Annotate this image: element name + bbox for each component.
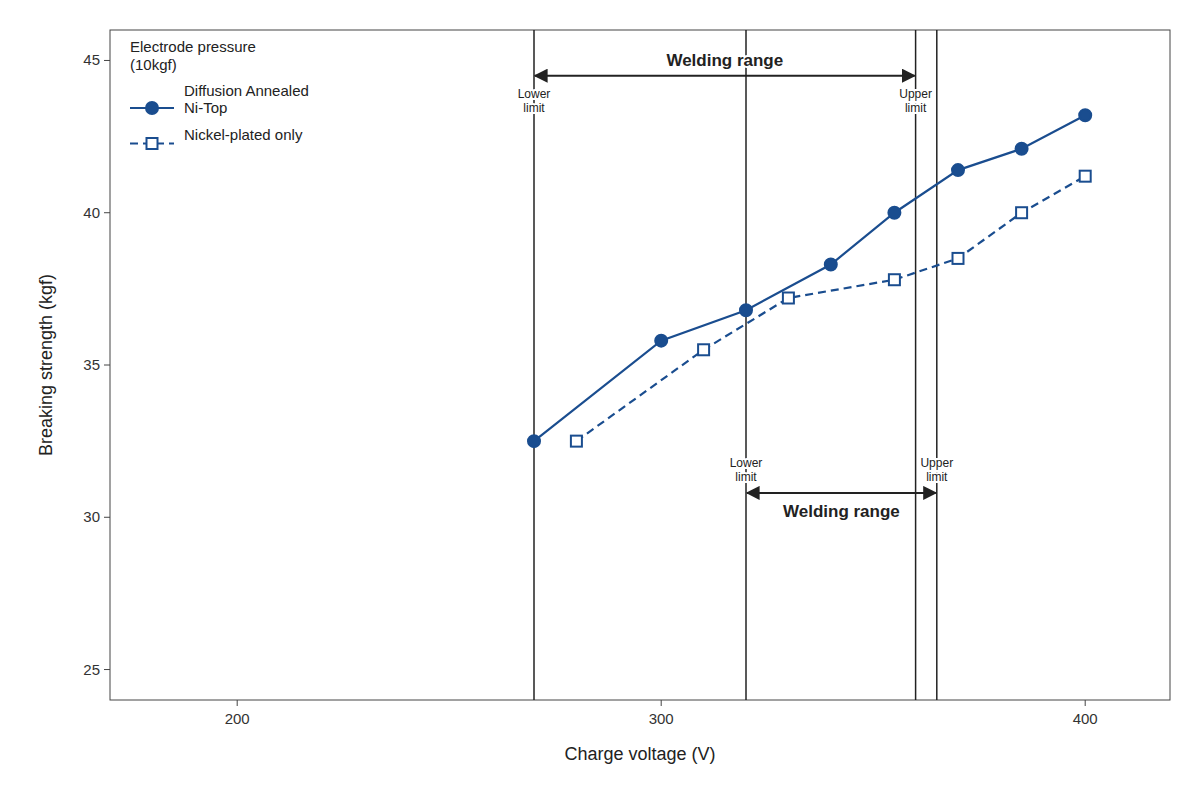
series-line bbox=[576, 176, 1085, 441]
point bbox=[1079, 109, 1091, 121]
series-line bbox=[534, 115, 1085, 441]
legend-entry: Diffusion AnnealedNi-Top bbox=[184, 82, 309, 116]
point bbox=[1016, 207, 1027, 218]
y-tick bbox=[104, 669, 110, 670]
y-tick bbox=[104, 60, 110, 61]
legend: Electrode pressure(10kgf) Diffusion Annea… bbox=[130, 38, 309, 149]
point bbox=[888, 207, 900, 219]
point bbox=[783, 293, 794, 304]
point bbox=[825, 259, 837, 271]
x-tick bbox=[1085, 700, 1086, 706]
range-label: Welding range bbox=[783, 502, 900, 521]
plot-frame bbox=[110, 30, 1170, 700]
annotation-texts: Welding range Lowerlimit Upperlimit Welding… bbox=[518, 51, 953, 521]
y-tick bbox=[104, 365, 110, 366]
point bbox=[571, 436, 582, 447]
point bbox=[698, 344, 709, 355]
x-tick-label: 400 bbox=[1073, 710, 1098, 727]
y-tick-label: 45 bbox=[83, 51, 100, 68]
legend-swatch-marker bbox=[146, 102, 158, 114]
limit-line bbox=[936, 30, 938, 700]
y-tick bbox=[104, 212, 110, 213]
annotations bbox=[534, 30, 937, 700]
point bbox=[889, 274, 900, 285]
limit-line bbox=[745, 30, 747, 700]
point bbox=[1016, 143, 1028, 155]
x-tick-label: 300 bbox=[649, 710, 674, 727]
legend-title: Electrode pressure(10kgf) bbox=[130, 38, 256, 73]
x-axis-label: Charge voltage (V) bbox=[564, 744, 715, 764]
series-group bbox=[528, 109, 1091, 447]
legend-swatch-marker bbox=[147, 138, 158, 149]
limit-line bbox=[915, 30, 917, 700]
y-axis-label: Breaking strength (kgf) bbox=[36, 274, 56, 456]
upper-limit-label: Upperlimit bbox=[899, 87, 932, 115]
range-arrow bbox=[747, 492, 936, 494]
point bbox=[740, 304, 752, 316]
point bbox=[528, 435, 540, 447]
y-tick-label: 25 bbox=[83, 661, 100, 678]
range-label: Welding range bbox=[666, 51, 783, 70]
limit-line bbox=[533, 30, 535, 700]
legend-entry: Nickel-plated only bbox=[184, 126, 303, 143]
series bbox=[528, 109, 1091, 447]
chart: 200 300 400 25 30 35 40 45 Charge voltage (V) Bre… bbox=[0, 0, 1200, 800]
y-tick-label: 35 bbox=[83, 356, 100, 373]
series-group bbox=[571, 171, 1091, 447]
x-tick bbox=[661, 700, 662, 706]
range-arrow bbox=[535, 75, 915, 77]
y-tick bbox=[104, 517, 110, 518]
point bbox=[655, 335, 667, 347]
y-tick-label: 30 bbox=[83, 508, 100, 525]
point bbox=[952, 164, 964, 176]
axes: 200 300 400 25 30 35 40 45 bbox=[83, 51, 1097, 727]
upper-limit-label: Upperlimit bbox=[920, 456, 953, 484]
x-tick-label: 200 bbox=[225, 710, 250, 727]
point bbox=[953, 253, 964, 264]
lower-limit-label: Lowerlimit bbox=[730, 456, 763, 484]
y-tick-label: 40 bbox=[83, 204, 100, 221]
lower-limit-label: Lowerlimit bbox=[518, 87, 551, 115]
x-tick bbox=[237, 700, 238, 706]
point bbox=[1080, 171, 1091, 182]
